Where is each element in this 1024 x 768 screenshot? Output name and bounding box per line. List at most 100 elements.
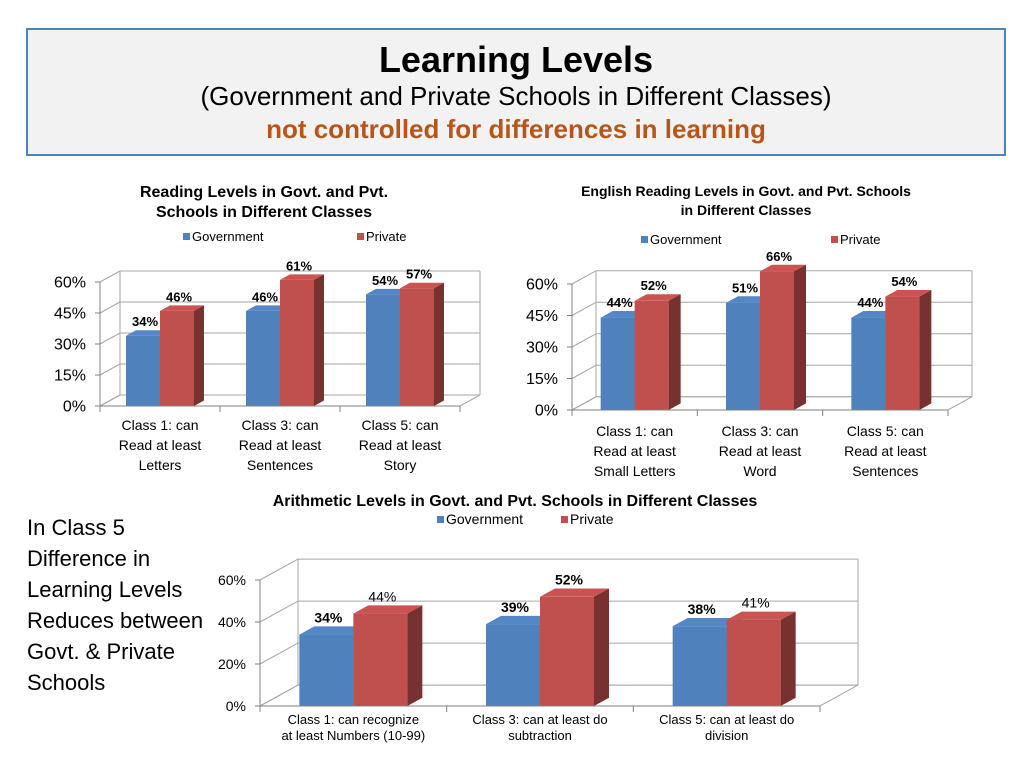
- bar-private: [726, 619, 781, 706]
- x-tick-label: Read at least: [593, 443, 676, 459]
- data-label: 46%: [252, 289, 278, 304]
- slide-subtitle: (Government and Private Schools in Diffe…: [200, 81, 832, 111]
- x-tick-label: Read at least: [119, 437, 202, 453]
- data-label: 52%: [555, 572, 584, 588]
- wall-gridline: [259, 558, 299, 581]
- reading-levels-chart: Reading Levels in Govt. and Pvt. Schools …: [54, 184, 481, 473]
- x-tick-label: division: [705, 728, 748, 743]
- x-tick-label: Read at least: [359, 437, 442, 453]
- legend-swatch-government: [437, 516, 444, 523]
- data-label: 41%: [742, 595, 770, 611]
- bar-top-government: [299, 626, 369, 635]
- x-tick-label: Word: [743, 463, 776, 479]
- data-label: 57%: [406, 267, 432, 282]
- x-tick-label: Class 5: can: [847, 423, 924, 439]
- bar-private: [280, 279, 314, 406]
- bar-top-private: [540, 588, 609, 597]
- data-label: 34%: [132, 314, 158, 329]
- legend-label-government: Government: [446, 511, 523, 527]
- x-tick-label: Read at least: [239, 437, 322, 453]
- x-tick-label: Read at least: [844, 443, 927, 459]
- bar-top-government: [366, 288, 410, 295]
- data-label: 38%: [688, 601, 717, 617]
- x-tick-label: Read at least: [719, 443, 802, 459]
- bar-side-private: [594, 588, 609, 706]
- x-tick-label: Class 5: can at least do: [659, 712, 794, 727]
- x-tick-label: Small Letters: [594, 463, 676, 479]
- x-tick-label: at least Numbers (10-99): [281, 728, 425, 743]
- bar-top-private: [353, 605, 423, 614]
- bar-government: [600, 317, 635, 410]
- y-tick-label: 60%: [218, 572, 246, 588]
- bar-top-government: [126, 330, 170, 336]
- chart-title: Reading Levels in Govt. and Pvt.: [140, 184, 388, 201]
- bar-top-private: [726, 611, 796, 620]
- legend-label-government: Government: [192, 229, 264, 244]
- y-tick-label: 0%: [535, 403, 558, 420]
- bar-top-government: [246, 305, 290, 311]
- bar-government: [246, 310, 280, 406]
- x-tick-label: Class 3: can: [241, 417, 318, 433]
- data-label: 54%: [891, 274, 917, 289]
- y-tick-label: 40%: [218, 614, 246, 630]
- slide-title: Learning Levels: [378, 39, 654, 80]
- bar-private: [540, 596, 594, 706]
- bar-top-private: [400, 282, 444, 289]
- data-label: 44%: [607, 295, 633, 310]
- bar-side-private: [314, 274, 324, 406]
- bar-side-private: [919, 290, 932, 410]
- bar-private: [160, 310, 194, 406]
- y-tick-label: 20%: [218, 656, 246, 672]
- data-label: 34%: [314, 609, 343, 625]
- data-label: 54%: [372, 273, 398, 288]
- y-tick-label: 45%: [526, 308, 558, 325]
- bar-top-government: [486, 615, 555, 625]
- y-tick-label: 15%: [54, 368, 86, 385]
- bar-top-private: [634, 294, 681, 301]
- y-tick-label: 60%: [526, 277, 558, 294]
- english-reading-levels-chart: English Reading Levels in Govt. and Pvt.…: [526, 183, 973, 479]
- data-label: 52%: [641, 278, 667, 293]
- wall-gridline: [99, 270, 121, 283]
- bar-government: [486, 624, 540, 706]
- y-tick-label: 0%: [63, 399, 86, 416]
- x-tick-label: Sentences: [247, 457, 313, 473]
- bar-government: [299, 634, 354, 706]
- bar-top-private: [160, 305, 204, 311]
- bar-top-private: [760, 264, 806, 272]
- bar-government: [126, 335, 160, 406]
- chart-title: Arithmetic Levels in Govt. and Pvt. Scho…: [273, 493, 758, 510]
- bar-private: [400, 288, 434, 406]
- bar-side-private: [794, 264, 806, 410]
- x-tick-label: Class 1: can: [121, 417, 198, 433]
- bar-side-private: [780, 611, 796, 706]
- side-note: In Class 5 Difference in Learning Levels…: [27, 515, 204, 695]
- legend-swatch-private: [831, 236, 838, 243]
- legend-swatch-private: [357, 233, 364, 240]
- wall-gridline: [99, 332, 121, 345]
- x-tick-label: Class 1: can: [596, 423, 673, 439]
- chart-title: English Reading Levels in Govt. and Pvt.…: [581, 183, 911, 199]
- legend-label-private: Private: [570, 511, 614, 527]
- x-tick-label: Letters: [139, 457, 182, 473]
- x-tick-label: Class 1: can recognize: [288, 712, 420, 727]
- wall-gridline: [259, 600, 299, 623]
- legend-swatch-government: [183, 233, 190, 240]
- wall-gridline: [99, 301, 121, 314]
- data-label: 44%: [368, 588, 396, 604]
- legend-label-government: Government: [650, 232, 722, 247]
- bar-government: [851, 317, 886, 410]
- bar-top-private: [280, 274, 324, 280]
- wall-gridline: [571, 364, 597, 379]
- bar-side-private: [434, 282, 444, 406]
- bar-government: [726, 302, 760, 410]
- chart-title: in Different Classes: [681, 202, 812, 218]
- slide-note: not controlled for differences in learni…: [266, 114, 766, 144]
- x-tick-label: subtraction: [508, 728, 572, 743]
- legend-swatch-government: [641, 236, 648, 243]
- x-tick-label: Sentences: [852, 463, 918, 479]
- bar-private: [353, 613, 408, 706]
- legend-label-private: Private: [366, 229, 406, 244]
- wall-gridline: [259, 642, 299, 665]
- bar-top-private: [885, 290, 932, 297]
